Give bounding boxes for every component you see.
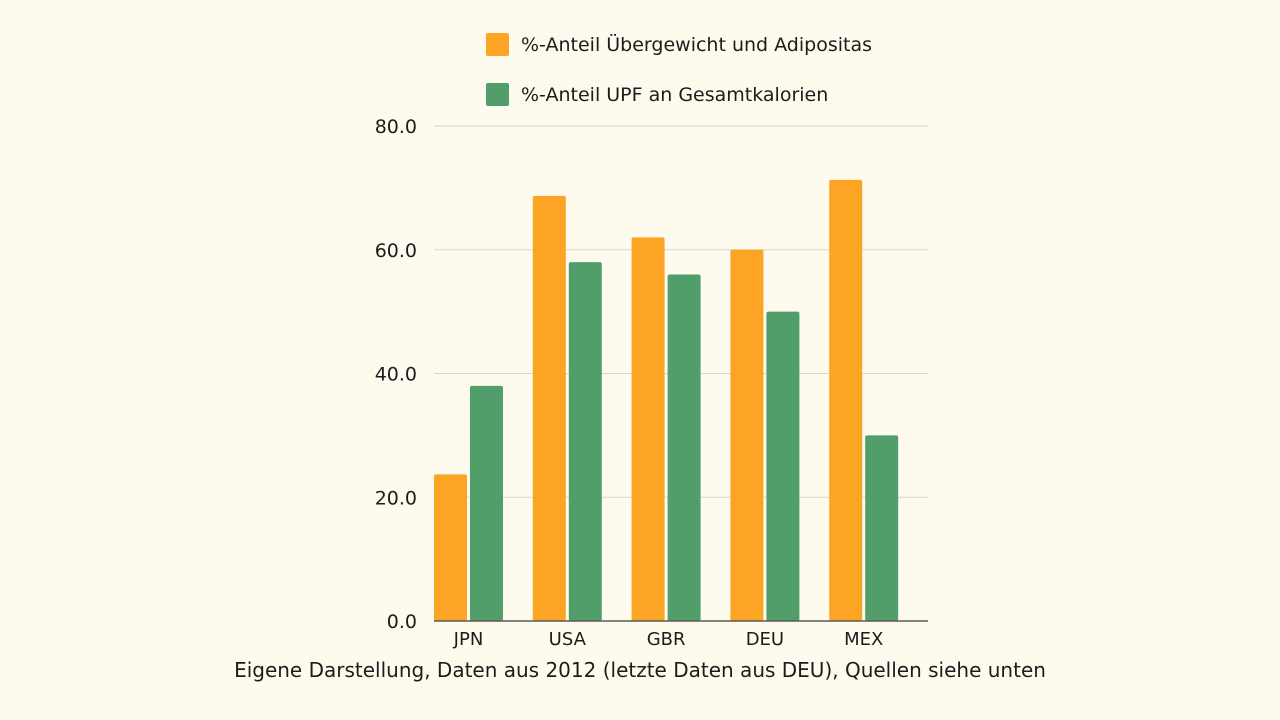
- y-tick-label: 0.0: [387, 611, 417, 633]
- legend-item-series-2: %-Anteil UPF an Gesamtkalorien: [486, 83, 828, 106]
- bar-mex-series-1: [829, 179, 863, 622]
- bar-mex-series-2: [865, 435, 899, 621]
- bar-usa-series-1: [532, 195, 566, 621]
- x-tick-label: DEU: [746, 629, 784, 650]
- bar-jpn-series-1: [434, 474, 467, 621]
- bar-gbr-series-1: [631, 237, 665, 621]
- x-tick-label: USA: [549, 629, 587, 650]
- legend-label-series-2: %-Anteil UPF an Gesamtkalorien: [521, 83, 829, 106]
- chart-caption: Eigene Darstellung, Daten aus 2012 (letz…: [234, 658, 1046, 682]
- bar-usa-series-2: [568, 262, 602, 621]
- y-tick-label: 40.0: [375, 364, 417, 386]
- y-tick-label: 20.0: [375, 487, 417, 509]
- bar-deu-series-2: [766, 311, 800, 621]
- y-tick-label: 60.0: [375, 240, 417, 262]
- bar-deu-series-1: [730, 249, 764, 621]
- y-tick-label: 80.0: [375, 116, 417, 138]
- legend-item-series-1: %-Anteil Übergewicht und Adipositas: [486, 33, 872, 56]
- legend-label-series-1: %-Anteil Übergewicht und Adipositas: [521, 33, 872, 56]
- bar-gbr-series-2: [667, 274, 701, 621]
- x-tick-label: MEX: [844, 629, 883, 650]
- legend-swatch-series-1: [486, 33, 509, 56]
- x-tick-label: GBR: [647, 629, 686, 650]
- bar-jpn-series-2: [470, 385, 503, 621]
- x-tick-label: JPN: [453, 629, 484, 650]
- legend-swatch-series-2: [486, 83, 509, 106]
